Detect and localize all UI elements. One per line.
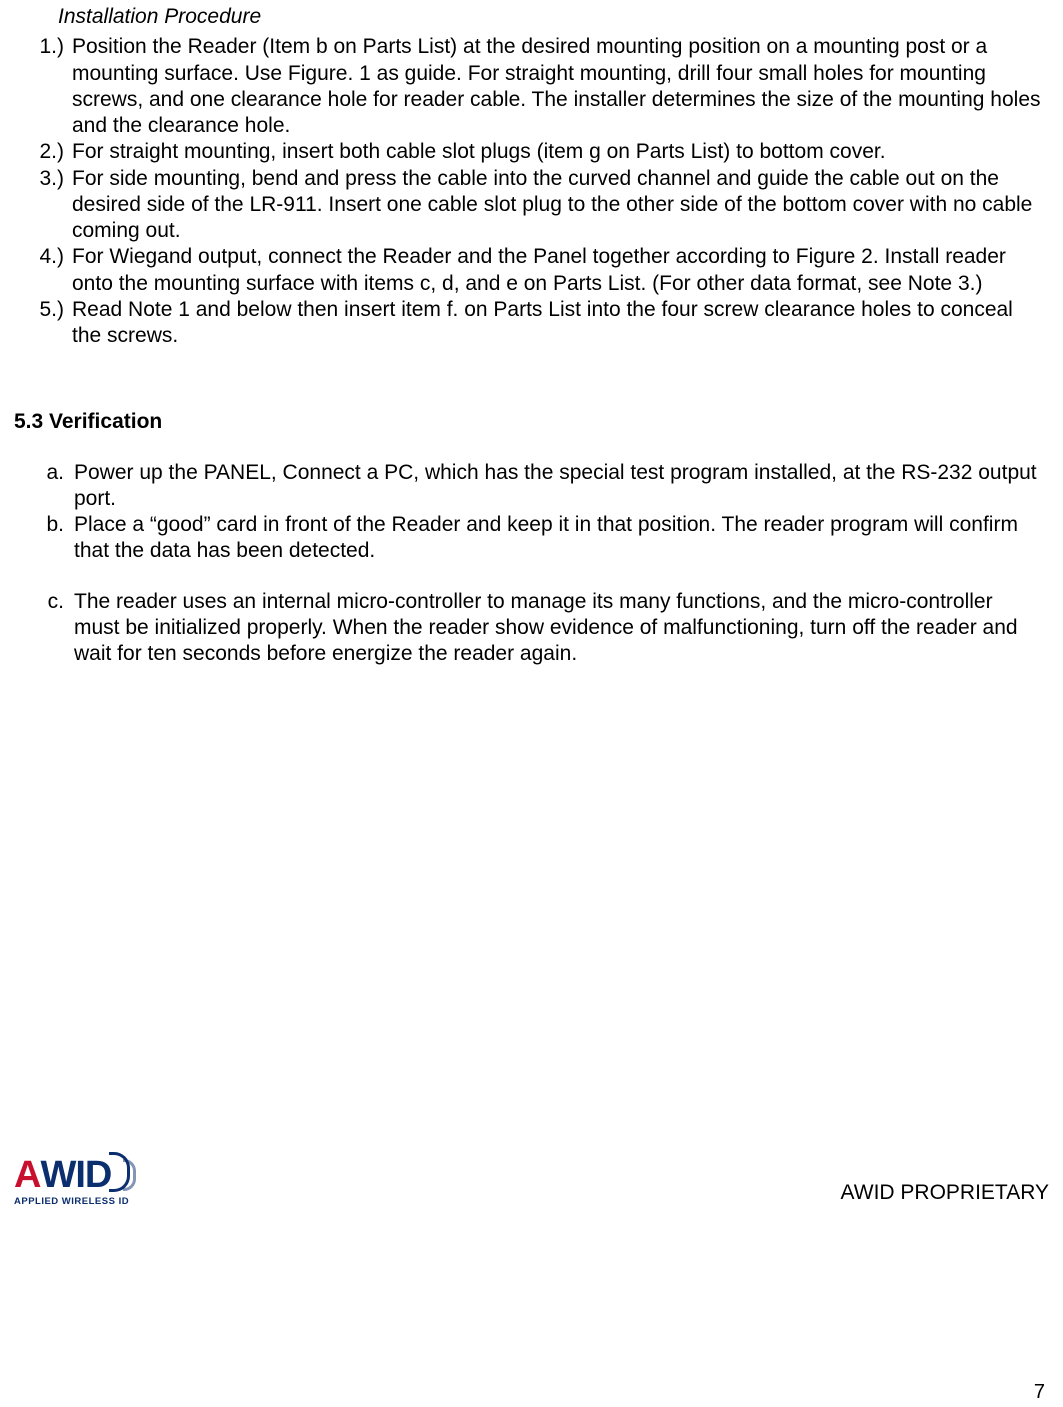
list-text: For Wiegand output, connect the Reader a… — [68, 244, 1049, 297]
list-item: b. Place a “good” card in front of the R… — [14, 512, 1049, 565]
list-marker: c. — [32, 589, 68, 668]
list-marker: a. — [32, 460, 68, 513]
list-text: For straight mounting, insert both cable… — [68, 139, 1049, 165]
list-item: 1.) Position the Reader (Item b on Parts… — [14, 34, 1049, 139]
list-item: 3.) For side mounting, bend and press th… — [14, 166, 1049, 245]
list-marker: 4.) — [28, 244, 68, 297]
footer-proprietary-text: AWID PROPRIETARY — [841, 1180, 1049, 1208]
logo-letter-wid: WID — [40, 1156, 111, 1194]
list-item: 2.) For straight mounting, insert both c… — [14, 139, 1049, 165]
verification-list: a. Power up the PANEL, Connect a PC, whi… — [14, 460, 1049, 668]
list-gap — [14, 565, 1049, 589]
list-item: a. Power up the PANEL, Connect a PC, whi… — [14, 460, 1049, 513]
list-text: Read Note 1 and below then insert item f… — [68, 297, 1049, 350]
logo-subtext: APPLIED WIRELESS ID — [14, 1196, 130, 1208]
logo-letter-a: A — [14, 1156, 40, 1194]
list-text: For side mounting, bend and press the ca… — [68, 166, 1049, 245]
list-marker: 1.) — [28, 34, 68, 139]
list-item: 5.) Read Note 1 and below then insert it… — [14, 297, 1049, 350]
list-text: The reader uses an internal micro-contro… — [68, 589, 1049, 668]
list-item: 4.) For Wiegand output, connect the Read… — [14, 244, 1049, 297]
verification-heading: 5.3 Verification — [14, 409, 1049, 435]
list-marker: 2.) — [28, 139, 68, 165]
wave-icon — [109, 1152, 130, 1192]
list-item: c. The reader uses an internal micro-con… — [14, 589, 1049, 668]
list-marker: b. — [32, 512, 68, 565]
page-footer: AWID APPLIED WIRELESS ID AWID PROPRIETAR… — [0, 1152, 1063, 1208]
list-text: Position the Reader (Item b on Parts Lis… — [68, 34, 1049, 139]
awid-logo: AWID APPLIED WIRELESS ID — [14, 1152, 130, 1208]
section-title: Installation Procedure — [58, 0, 1049, 30]
list-marker: 5.) — [28, 297, 68, 350]
installation-procedure-list: 1.) Position the Reader (Item b on Parts… — [14, 34, 1049, 349]
list-text: Place a “good” card in front of the Read… — [68, 512, 1049, 565]
list-text: Power up the PANEL, Connect a PC, which … — [68, 460, 1049, 513]
page-number: 7 — [1034, 1380, 1045, 1405]
list-marker: 3.) — [28, 166, 68, 245]
